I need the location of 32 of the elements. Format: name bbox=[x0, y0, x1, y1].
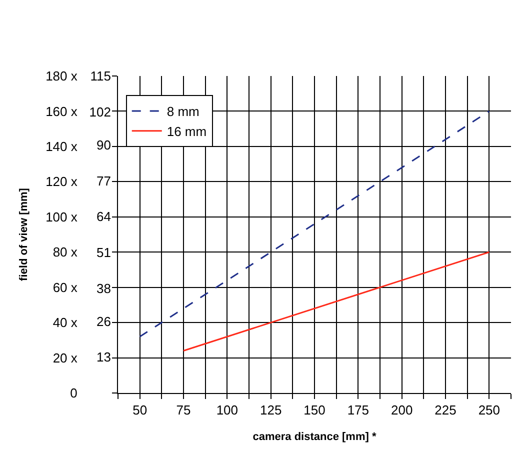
y2-tick-label: 77 bbox=[96, 173, 111, 188]
y-tick-label: 120 x bbox=[46, 174, 78, 190]
x-tick-label: 225 bbox=[434, 402, 456, 418]
x-tick-label: 250 bbox=[478, 402, 500, 418]
legend-label: 8 mm bbox=[166, 104, 200, 120]
x-tick-label: 125 bbox=[260, 402, 282, 418]
y-tick-label: 140 x bbox=[46, 138, 78, 154]
y2-tick-label: 26 bbox=[96, 314, 111, 329]
y2-tick-label: 90 bbox=[96, 137, 111, 152]
x-tick-label: 175 bbox=[347, 402, 370, 418]
y2-tick-label: 51 bbox=[96, 244, 111, 260]
y-tick-label: 100 x bbox=[46, 209, 78, 224]
y-tick-label: 180 x bbox=[46, 68, 78, 84]
legend-label: 16 mm bbox=[166, 124, 207, 139]
x-tick-label: 150 bbox=[304, 402, 326, 418]
y-tick-label: 80 x bbox=[52, 244, 78, 260]
y-axis-title: field of view [mm] bbox=[18, 188, 30, 281]
y2-tick-label: 64 bbox=[96, 209, 111, 224]
y2-tick-label: 38 bbox=[96, 280, 111, 296]
x-tick-label: 200 bbox=[390, 402, 413, 418]
y-tick-label: 40 x bbox=[52, 315, 78, 330]
x-tick-label: 75 bbox=[176, 402, 191, 418]
y-tick-label: 60 x bbox=[52, 280, 78, 295]
y2-tick-label: 115 bbox=[90, 68, 111, 84]
y-tick-label: 0 bbox=[70, 386, 78, 401]
y2-tick-label: 13 bbox=[96, 350, 111, 365]
x-tick-label: 100 bbox=[216, 402, 238, 418]
x-axis-title: camera distance [mm] * bbox=[252, 430, 377, 443]
y2-tick-label: 102 bbox=[89, 104, 111, 120]
y-tick-label: 160 x bbox=[46, 104, 78, 119]
x-tick-label: 50 bbox=[132, 402, 148, 418]
y-tick-label: 20 x bbox=[52, 350, 78, 366]
